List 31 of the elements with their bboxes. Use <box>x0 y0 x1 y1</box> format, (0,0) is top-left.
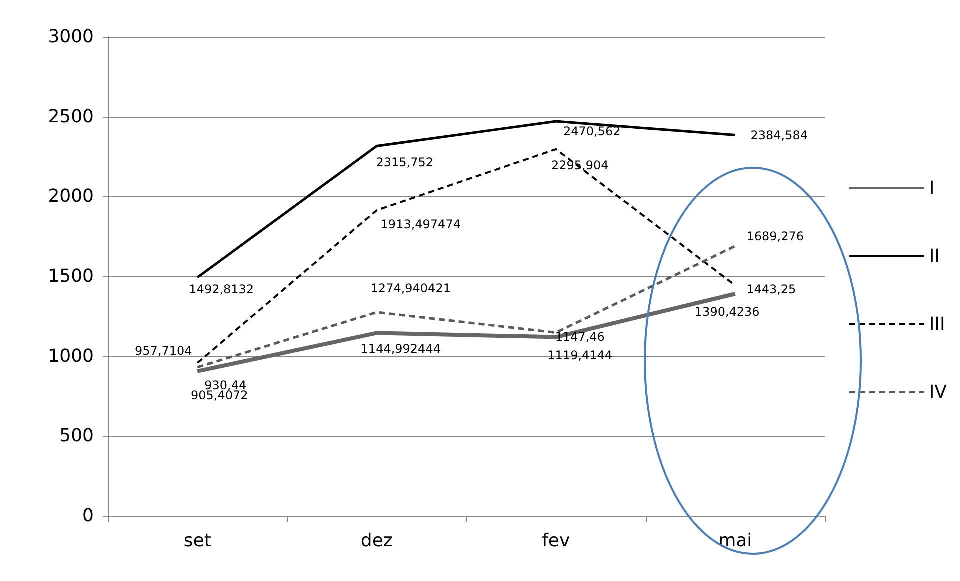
y-tick-label: 3000 <box>48 26 94 48</box>
data-label: 1119,4144 <box>548 348 613 362</box>
data-label: 930,44 <box>204 378 247 392</box>
data-label: 1689,276 <box>746 229 804 244</box>
data-label: 1147,46 <box>555 330 605 344</box>
y-tick-label: 2500 <box>48 106 94 128</box>
data-label: 2470,562 <box>563 124 621 139</box>
legend-label: II <box>929 246 940 267</box>
data-label: 957,7104 <box>134 344 192 358</box>
y-tick-label: 1500 <box>48 266 94 287</box>
data-label: 1492,8132 <box>189 282 254 297</box>
legend-label: IV <box>929 382 948 403</box>
x-tick-label: dez <box>360 530 393 552</box>
data-label: 2384,584 <box>750 128 808 142</box>
x-tick-label: fev <box>542 530 570 552</box>
data-label: 1913,497474 <box>380 217 461 232</box>
data-label: 1443,25 <box>746 282 796 297</box>
legend-label: III <box>929 314 946 335</box>
data-label: 1390,4236 <box>694 304 760 319</box>
data-label: 1274,940421 <box>370 281 451 296</box>
y-tick-label: 500 <box>60 426 94 447</box>
data-label: 1144,992444 <box>360 342 441 356</box>
x-tick-label: set <box>184 530 212 552</box>
x-tick-label: mai <box>718 530 752 552</box>
y-tick-label: 0 <box>82 506 94 526</box>
y-tick-label: 2000 <box>48 186 94 208</box>
y-tick-label: 1000 <box>48 346 94 367</box>
line-series <box>196 120 737 279</box>
data-label: 2315,752 <box>376 155 434 170</box>
legend-label: I <box>929 178 935 199</box>
data-label: 2295,904 <box>551 158 609 172</box>
